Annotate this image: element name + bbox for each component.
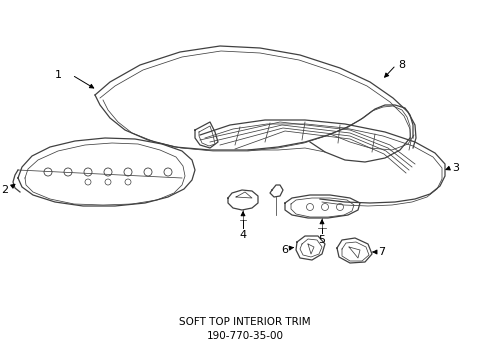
Text: 8: 8 xyxy=(398,60,405,70)
Text: 6: 6 xyxy=(281,245,288,255)
Text: 5: 5 xyxy=(318,235,325,245)
Text: 3: 3 xyxy=(452,163,459,173)
Text: 2: 2 xyxy=(1,185,8,195)
Text: 4: 4 xyxy=(240,230,246,240)
Text: 1: 1 xyxy=(55,70,62,80)
Text: SOFT TOP INTERIOR TRIM: SOFT TOP INTERIOR TRIM xyxy=(179,317,311,327)
Text: 7: 7 xyxy=(378,247,385,257)
Text: 190-770-35-00: 190-770-35-00 xyxy=(206,331,284,341)
